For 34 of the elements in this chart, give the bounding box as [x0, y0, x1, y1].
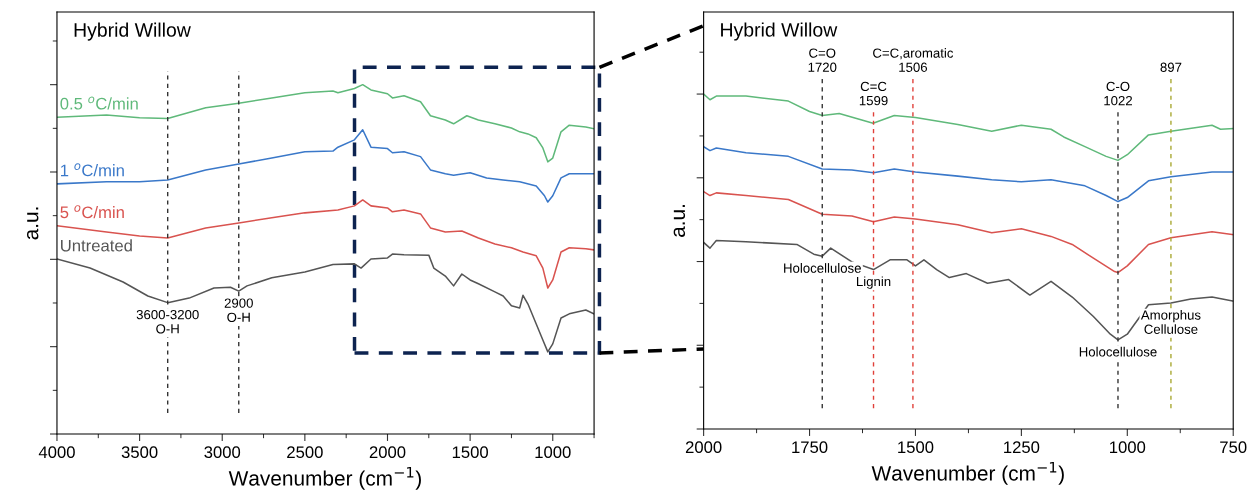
x-tick-label: 2500	[287, 446, 323, 459]
series-label: 0.5 $^{o}$C/min	[60, 96, 138, 110]
x-tick-label: 4000	[38, 446, 75, 459]
y-axis-title: a.u.	[26, 207, 39, 240]
x-axis-title: Wavenumber (cm$^{−1}$)	[228, 466, 421, 490]
series-label: 1 $^{o}$C/min	[61, 163, 124, 177]
ref-line-label: C=O 1720	[808, 48, 837, 72]
x-tick-label: 1750	[792, 441, 828, 454]
series-label: 5 $^{o}$C/min	[60, 205, 124, 219]
x-tick-label: 3500	[121, 446, 158, 459]
annotation: Holocellulose	[1079, 346, 1157, 357]
annotation: 3600-3200 O-H	[136, 309, 199, 334]
x-tick-label: 1000	[1110, 441, 1146, 454]
annotation: Holocellulose	[784, 263, 861, 273]
ref-line-label: 897	[1160, 62, 1182, 72]
x-tick-label: 1500	[452, 446, 489, 459]
ref-line-label: C-O 1022	[1104, 81, 1132, 106]
annotation: Lignin	[856, 276, 891, 289]
y-axis-title: a.u.	[673, 205, 686, 237]
annotation: Amorphus Cellulose	[1140, 310, 1201, 334]
series-label: Untreated	[61, 239, 132, 252]
x-tick-label: 1250	[1004, 441, 1040, 454]
x-axis-title: Wavenumber (cm$^{−1}$)	[871, 461, 1064, 485]
x-tick-label: 1500	[898, 441, 934, 454]
annotation: 2900 O-H	[224, 298, 253, 322]
x-tick-label: 750	[1220, 441, 1247, 454]
ref-line-label: C=C,aromatic 1506	[873, 48, 954, 72]
ref-line-label: C=C 1599	[859, 81, 888, 106]
x-tick-label: 1000	[535, 446, 571, 459]
x-tick-label: 3000	[204, 446, 241, 459]
chart-title: Hybrid Willow	[721, 22, 838, 41]
chart-title: Hybrid Willow	[74, 22, 191, 41]
x-tick-label: 2000	[369, 446, 406, 459]
x-tick-label: 2000	[685, 441, 722, 454]
